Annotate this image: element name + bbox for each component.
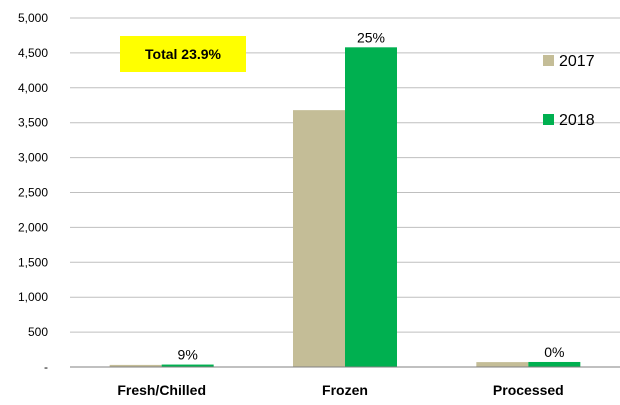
y-tick-label: 2,500 (18, 186, 48, 200)
y-tick-label: - (44, 360, 48, 374)
y-tick-label: 2,000 (18, 220, 48, 234)
bar (345, 47, 397, 367)
x-category-label: Frozen (322, 382, 368, 398)
data-label: 25% (357, 29, 385, 45)
y-tick-label: 4,000 (18, 81, 48, 95)
y-tick-label: 3,500 (18, 116, 48, 130)
y-tick-label: 1,000 (18, 290, 48, 304)
total-annotation: Total 23.9% (120, 36, 246, 72)
y-tick-label: 4,500 (18, 46, 48, 60)
y-axis-ticks: - 500 1,000 1,500 2,000 2,500 3,000 3,500 4,000 4… (18, 11, 48, 374)
legend-swatch (543, 114, 554, 125)
bars (109, 47, 581, 368)
bar (528, 361, 581, 367)
data-labels: 9% 25% 0% (178, 29, 565, 362)
legend: 2017 2018 (543, 53, 595, 129)
bar (293, 110, 345, 368)
y-tick-label: 500 (28, 325, 48, 339)
legend-label: 2017 (559, 53, 595, 70)
x-category-label: Processed (493, 382, 564, 398)
legend-swatch (543, 55, 554, 66)
y-tick-label: 3,000 (18, 151, 48, 165)
data-label: 9% (178, 347, 198, 363)
total-annotation-box (120, 36, 246, 72)
x-axis-categories: Fresh/Chilled Frozen Processed (117, 382, 563, 398)
y-tick-label: 5,000 (18, 11, 48, 25)
total-annotation-text: Total 23.9% (145, 46, 222, 62)
legend-label: 2018 (559, 112, 595, 129)
bar (109, 364, 162, 367)
x-category-label: Fresh/Chilled (117, 382, 206, 398)
data-label: 0% (544, 344, 564, 360)
y-tick-label: 1,500 (18, 255, 48, 269)
bar (161, 364, 214, 367)
bar (476, 362, 529, 367)
